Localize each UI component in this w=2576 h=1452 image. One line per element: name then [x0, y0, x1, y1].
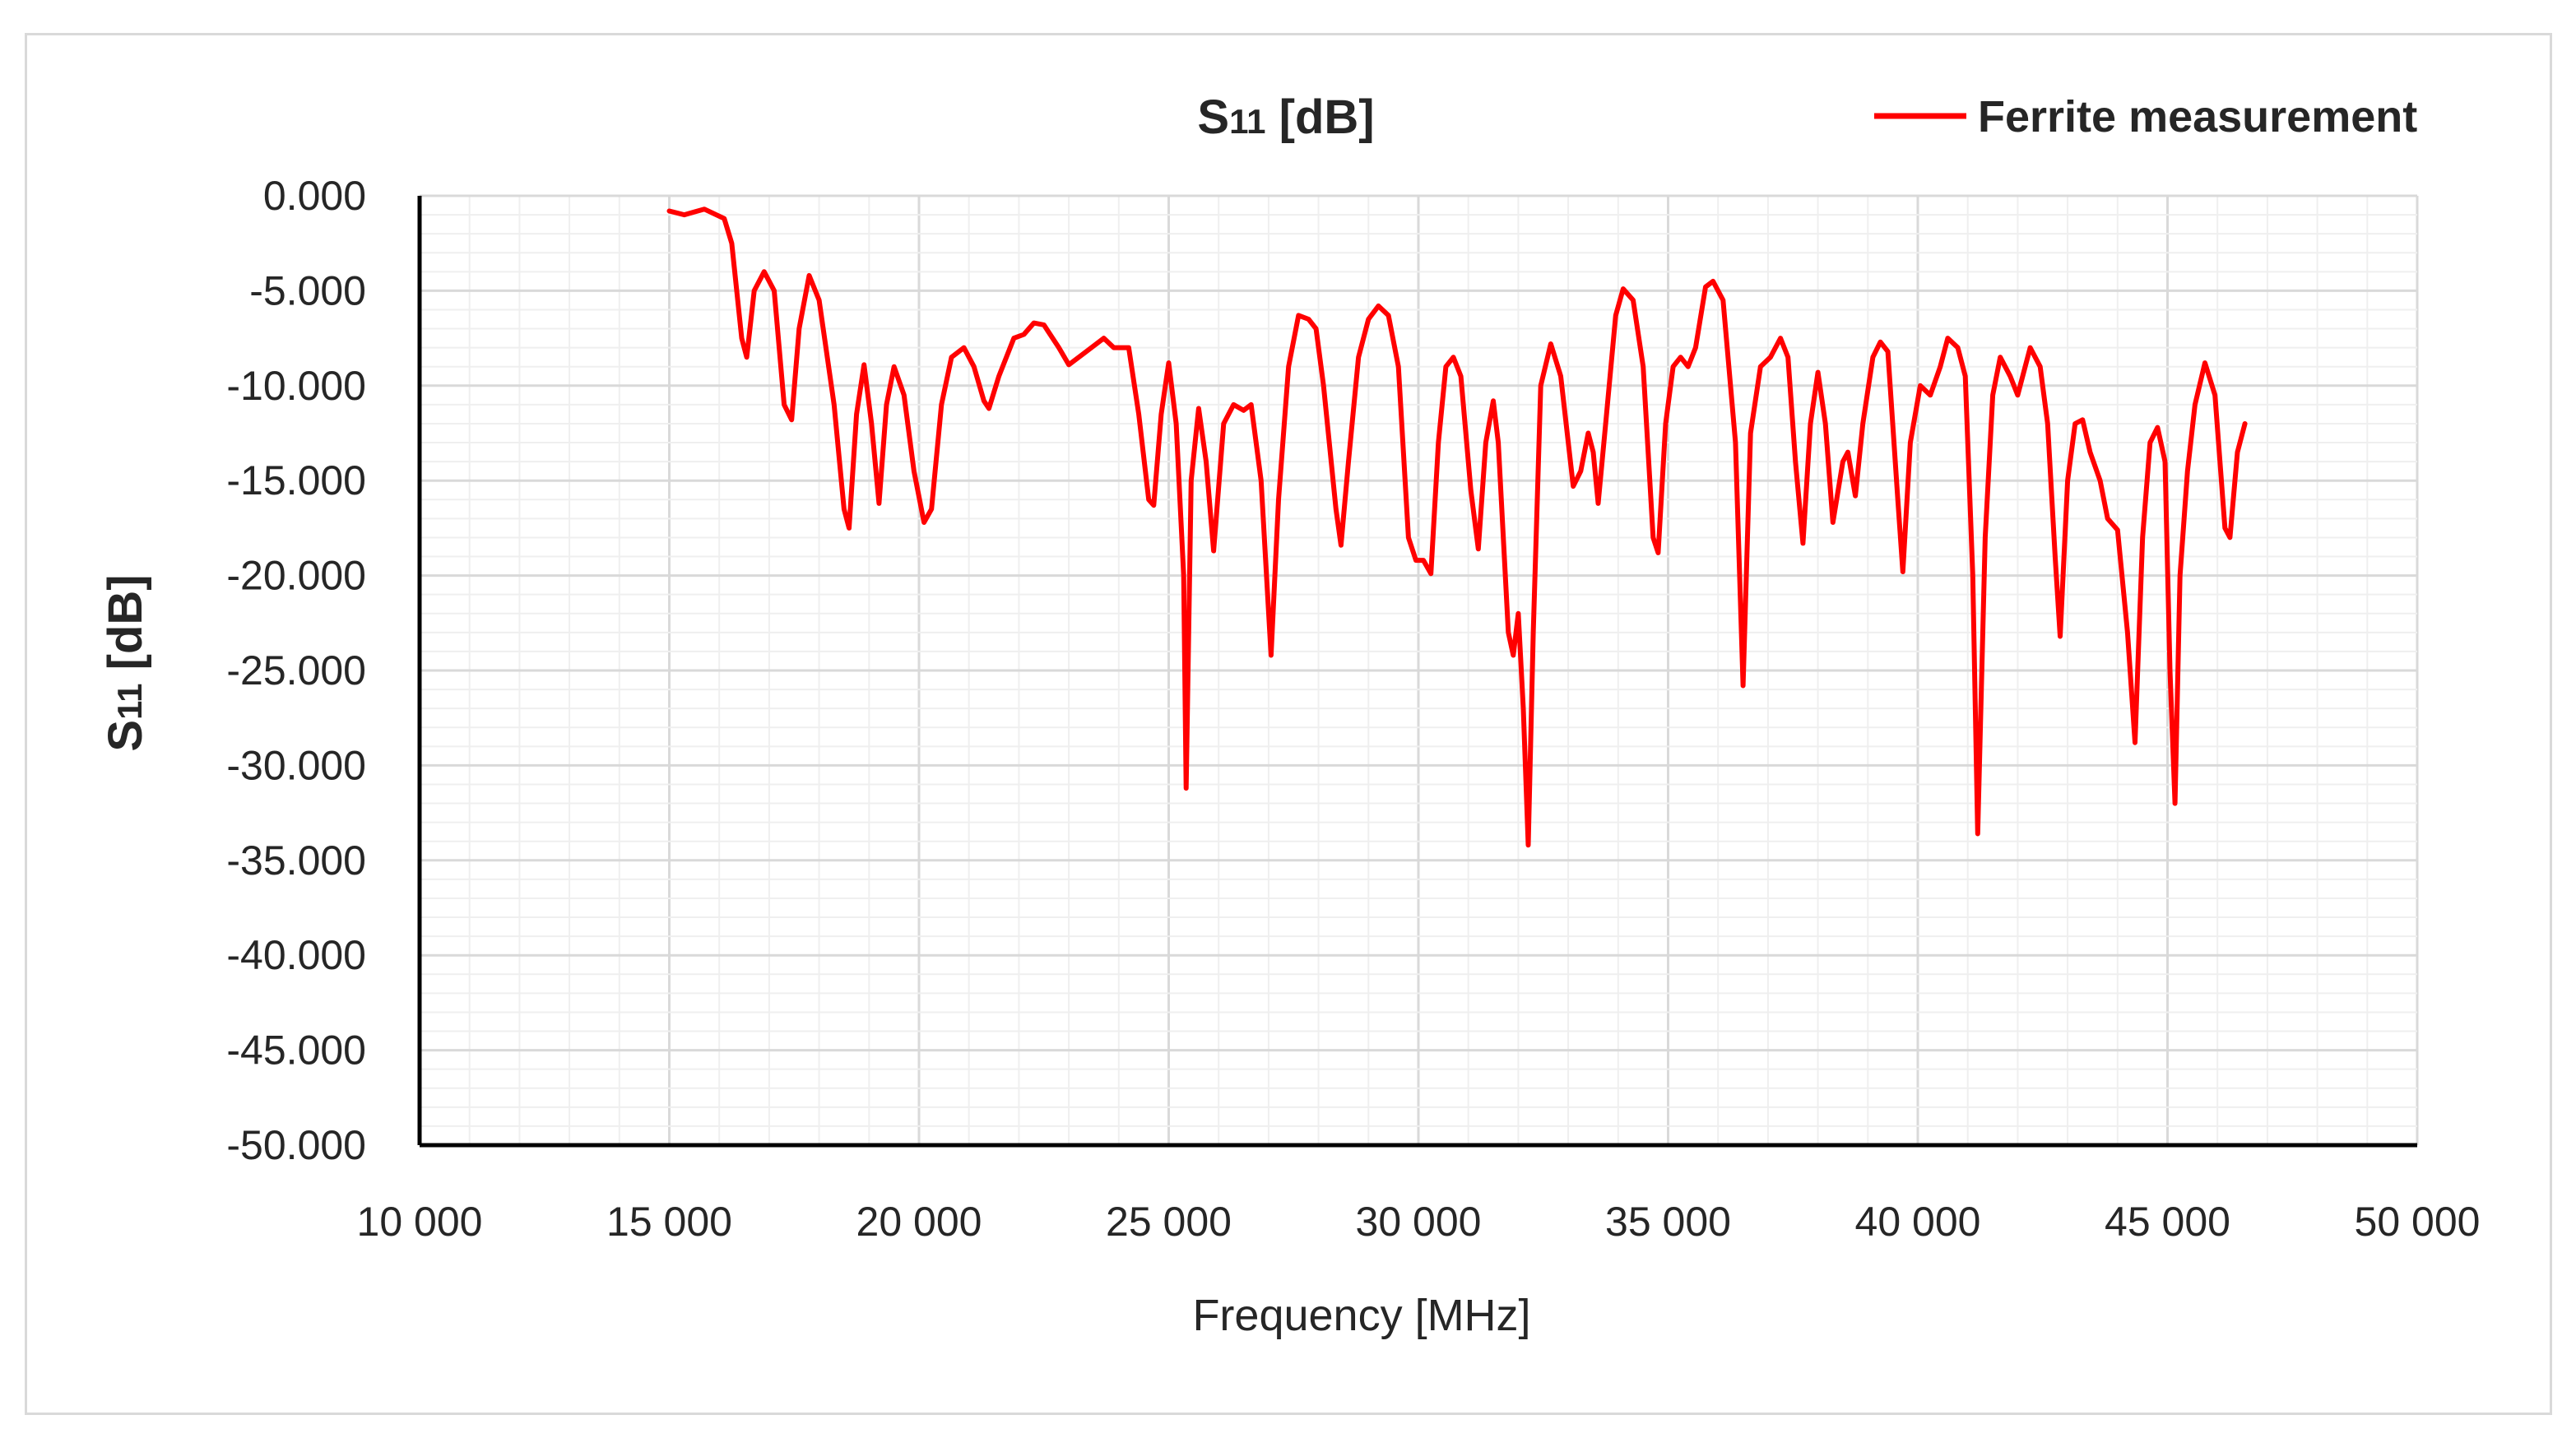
- y-tick-label: -30.000: [226, 742, 366, 788]
- y-tick-label: -45.000: [226, 1028, 366, 1074]
- y-axis-title: S11 [dB]: [99, 574, 152, 751]
- x-tick-label: 35 000: [1605, 1199, 1731, 1245]
- gridlines: [418, 194, 2419, 1147]
- legend: Ferrite measurement: [1874, 92, 2417, 141]
- legend-label: Ferrite measurement: [1978, 92, 2417, 141]
- y-tick-label: -35.000: [226, 837, 366, 884]
- axes: [417, 196, 2417, 1148]
- x-tick-label: 30 000: [1356, 1199, 1482, 1245]
- chart-title: S11 [dB]: [1197, 90, 1374, 144]
- x-tick-label: 15 000: [606, 1199, 732, 1245]
- x-tick-label: 20 000: [856, 1199, 982, 1245]
- y-tick-label: -20.000: [226, 553, 366, 599]
- y-tick-label: -5.000: [249, 267, 366, 313]
- y-tick-label: -10.000: [226, 363, 366, 409]
- y-tick-label: -15.000: [226, 457, 366, 503]
- x-tick-label: 40 000: [1855, 1199, 1981, 1245]
- x-tick-label: 45 000: [2105, 1199, 2230, 1245]
- y-tick-label: -50.000: [226, 1122, 366, 1168]
- chart-frame: [25, 33, 2552, 1415]
- y-tick-label: -25.000: [226, 647, 366, 694]
- series-group: [666, 206, 2248, 848]
- y-tick-label: -40.000: [226, 932, 366, 978]
- x-axis-title: Frequency [MHz]: [1192, 1291, 1530, 1340]
- y-tick-label: 0.000: [263, 173, 366, 219]
- tick-labels: 10 000 15 000 20 000 25 000 30 000 35 000 40 0…: [226, 173, 2480, 1245]
- x-tick-label: 10 000: [357, 1199, 483, 1245]
- x-tick-label: 50 000: [2355, 1199, 2481, 1245]
- x-tick-label: 25 000: [1106, 1199, 1232, 1245]
- series-line-ferrite-measurement: [666, 206, 2248, 848]
